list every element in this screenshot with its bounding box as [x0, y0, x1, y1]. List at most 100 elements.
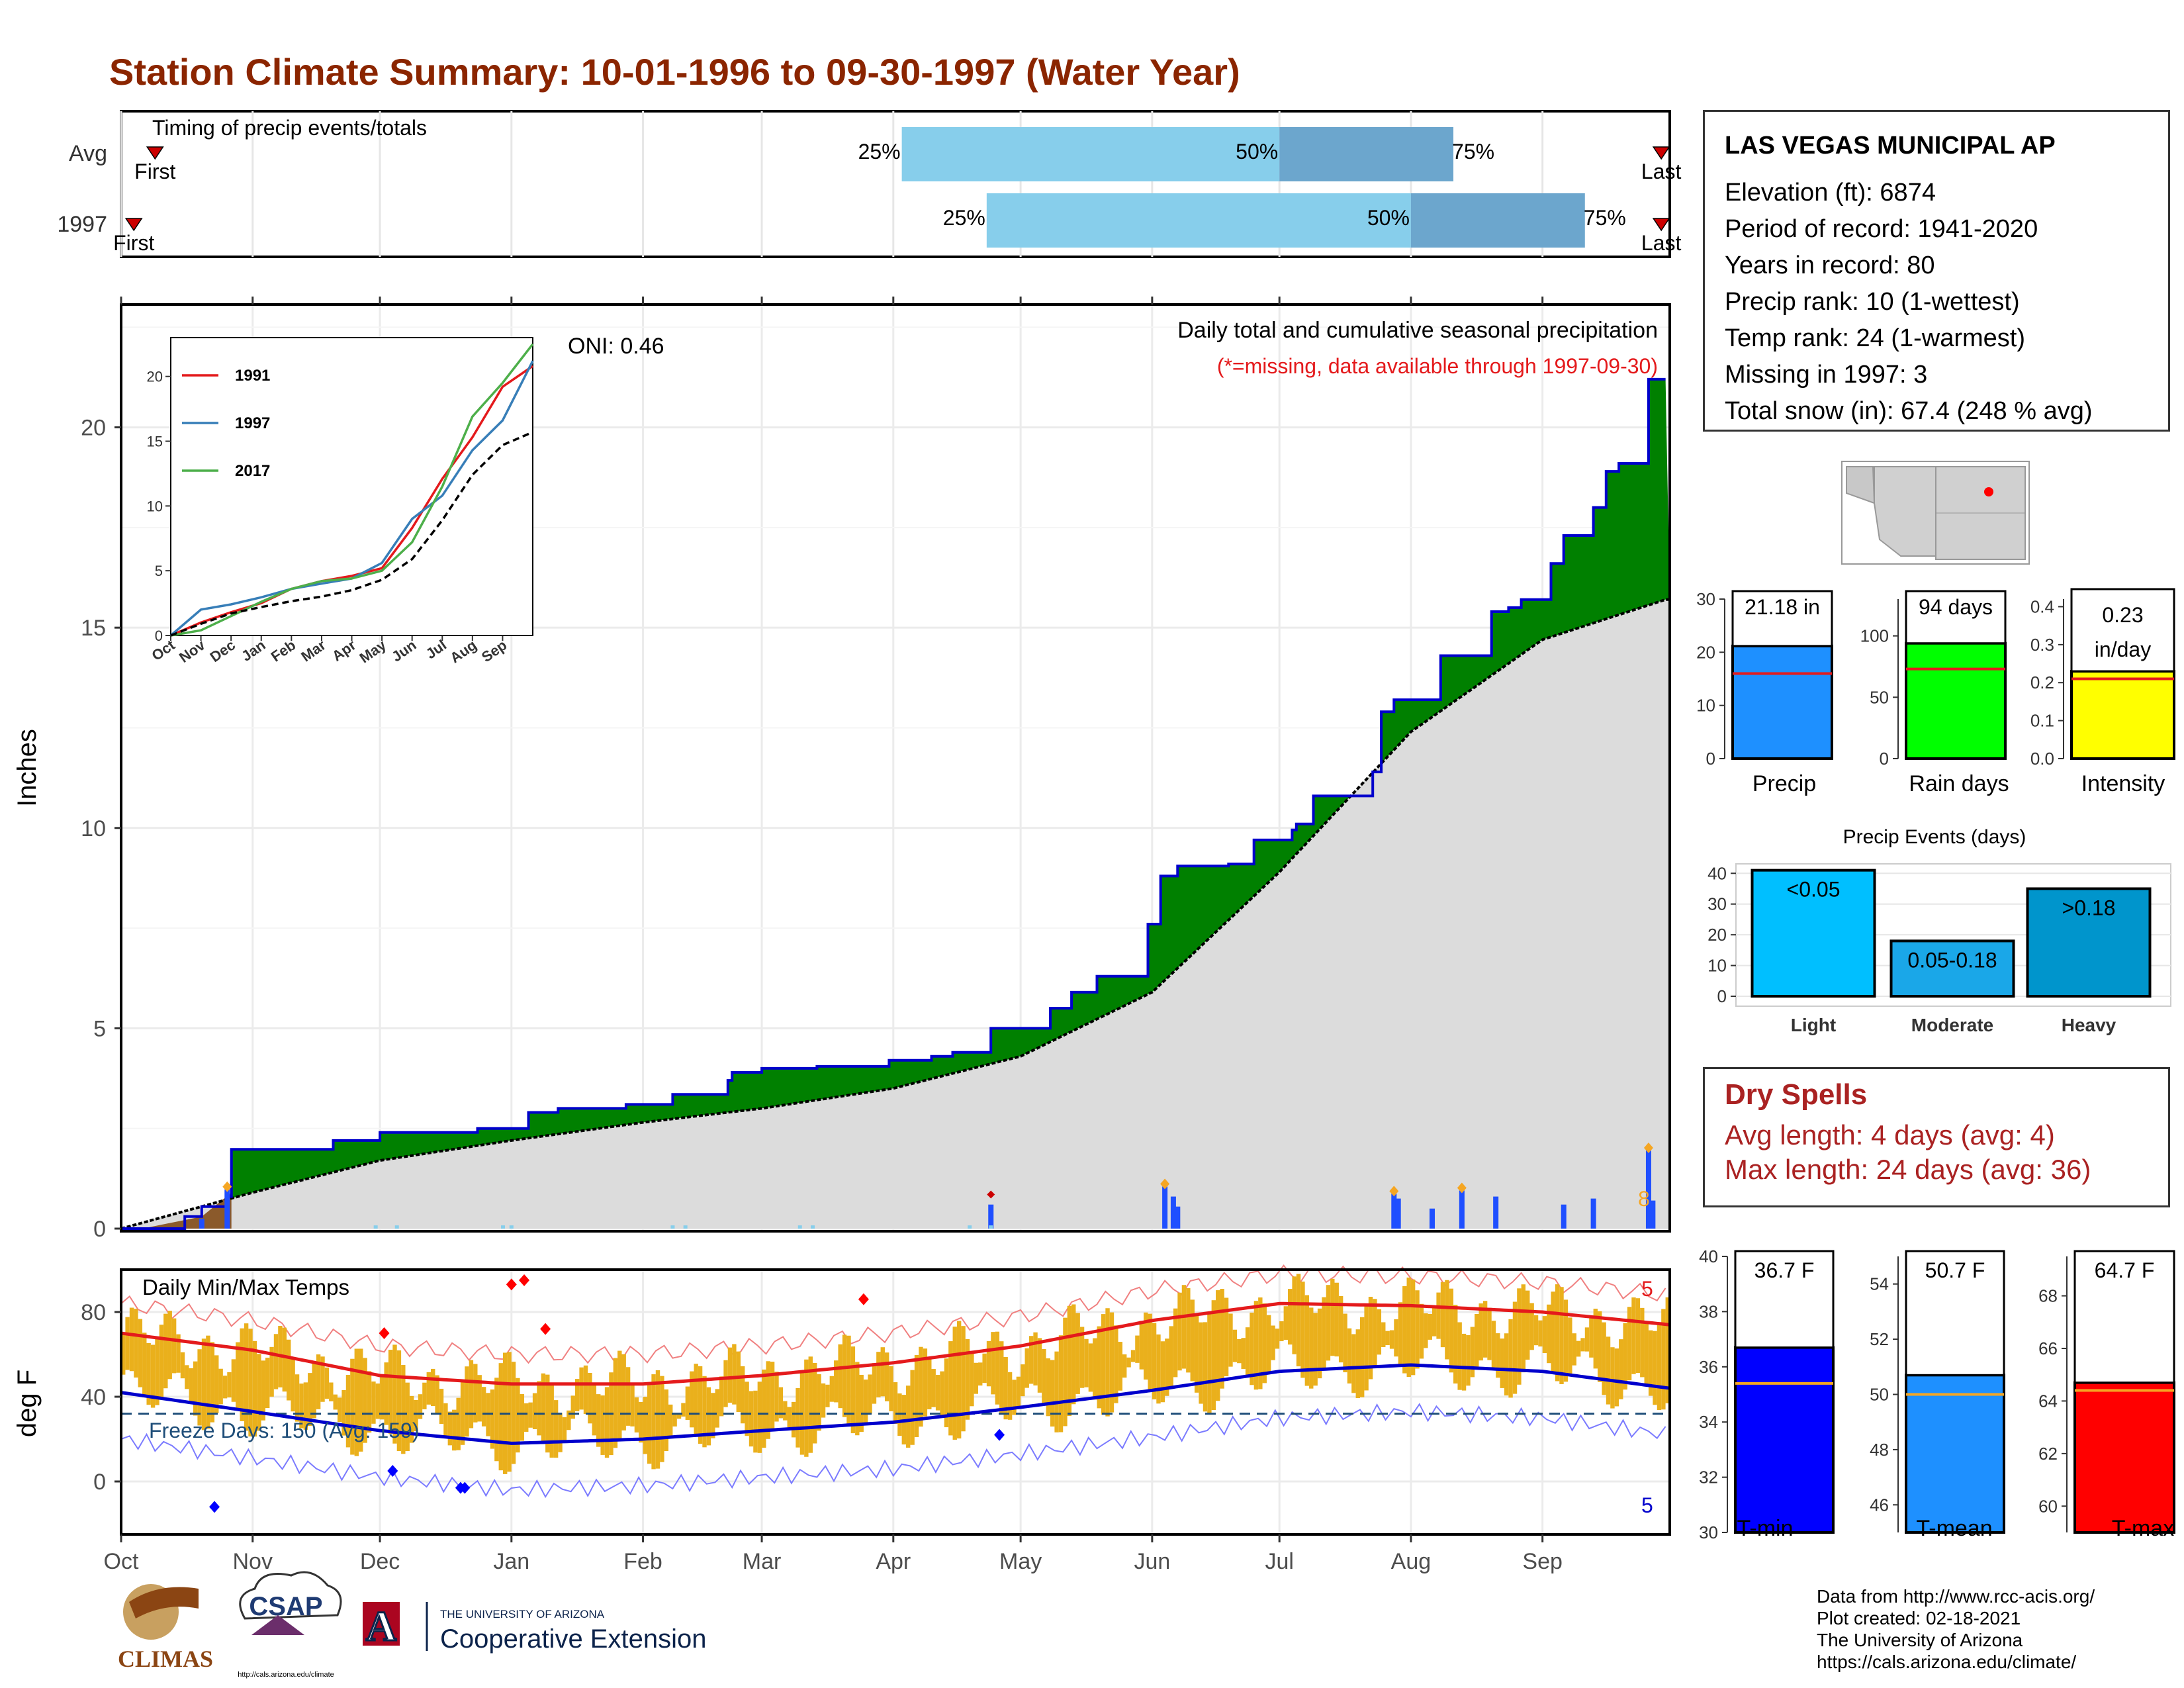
daily-temp-bar — [829, 1376, 835, 1402]
daily-temp-bar — [676, 1413, 682, 1419]
daily-temp-bar — [1631, 1297, 1636, 1374]
events-tick-label: 20 — [1707, 925, 1727, 945]
daily-temp-bar — [952, 1327, 957, 1440]
daily-precip-bar — [1429, 1208, 1435, 1229]
daily-temp-bar — [146, 1342, 151, 1405]
average-min-line — [120, 1363, 1670, 1445]
tmin-tick-label: 36 — [1699, 1357, 1718, 1377]
daily-temp-bar — [1475, 1313, 1479, 1368]
daily-temp-bar — [1300, 1282, 1305, 1378]
heavy-precip-marker-icon — [1389, 1186, 1399, 1197]
record-min-line — [120, 1403, 1666, 1499]
daily-temp-bar — [1042, 1348, 1046, 1404]
daily-temp-bar — [1181, 1285, 1187, 1369]
rain_days-bar — [1905, 641, 2007, 760]
ua-logo: A THE UNIVERSITY OF ARIZONA Cooperative … — [363, 1602, 706, 1654]
daily-temp-bar — [719, 1376, 724, 1417]
daily-temp-bar — [1177, 1292, 1182, 1371]
precip-tick-label: 20 — [1696, 642, 1715, 662]
daily-temp-bar — [163, 1313, 168, 1389]
tmin-tick-label: 40 — [1699, 1246, 1718, 1266]
daily-temp-bar — [460, 1381, 465, 1445]
climas-logo-text: CLIMAS — [118, 1646, 213, 1672]
precip-ytick-label: 20 — [81, 416, 106, 441]
trace-precip-tick — [797, 1225, 802, 1229]
daily-temp-bar — [906, 1385, 911, 1448]
daily-temp-bar — [231, 1359, 236, 1402]
daily-temp-bar — [1445, 1280, 1449, 1360]
daily-temp-bar — [193, 1361, 198, 1416]
daily-temp-bar — [723, 1360, 728, 1407]
daily-temp-bar — [931, 1369, 936, 1407]
daily-temp-bar — [516, 1378, 520, 1453]
daily-temp-bar — [1512, 1301, 1518, 1394]
daily-temp-bar — [354, 1348, 359, 1456]
precip-panel-frame — [120, 303, 1671, 1233]
daily-temp-bar — [1139, 1321, 1144, 1370]
daily-temp-bar — [1237, 1338, 1242, 1364]
daily-temp-bar — [621, 1354, 626, 1430]
daily-temp-bar — [850, 1346, 856, 1434]
daily-temp-bar — [1640, 1307, 1645, 1378]
daily-temp-bar — [1190, 1299, 1195, 1382]
daily-temp-bar — [727, 1347, 733, 1403]
daily-temp-bar — [935, 1375, 940, 1411]
daily-temp-bar — [986, 1340, 991, 1387]
daily-temp-bar — [1504, 1333, 1509, 1396]
csap-mountain-icon — [251, 1615, 304, 1635]
daily-temp-bar — [664, 1389, 669, 1452]
daily-temp-bar — [681, 1403, 686, 1417]
daily-precip-bar — [199, 1218, 205, 1229]
daily-temp-bar — [651, 1374, 656, 1470]
daily-temp-bar — [630, 1383, 635, 1427]
tmean-tick-label: 54 — [1870, 1274, 1889, 1294]
daily-temp-bar — [1368, 1297, 1373, 1380]
record-high-marker-icon — [379, 1327, 390, 1339]
daily-precip-bar — [1175, 1206, 1181, 1229]
record-high-marker-icon — [540, 1323, 551, 1335]
daily-temp-bar — [1101, 1314, 1106, 1415]
daily-temp-bar — [473, 1364, 478, 1423]
events-bar-moderate — [1889, 939, 2015, 998]
precip-missing-note: (*=missing, data available through 1997-… — [1217, 354, 1658, 378]
daily-temp-bar — [142, 1333, 147, 1397]
daily-temp-bar — [1105, 1308, 1110, 1417]
daily-temp-bar — [956, 1321, 962, 1439]
timing-row-avg-label: Avg — [69, 141, 107, 166]
last-event-marker-icon — [1652, 146, 1670, 160]
daily-temp-bar — [1148, 1313, 1152, 1391]
first-event-label: First — [134, 160, 175, 183]
daily-temp-bar — [320, 1356, 325, 1402]
first-event-marker-icon — [124, 218, 143, 232]
daily-temp-bar — [167, 1311, 172, 1380]
daily-temp-bar — [1144, 1312, 1148, 1380]
station-info-box: LAS VEGAS MUNICIPAL AP Elevation (ft): 6… — [1703, 110, 2170, 432]
daily-temp-bar — [639, 1401, 643, 1443]
daily-temp-bar — [384, 1362, 388, 1425]
daily-temp-bar — [825, 1384, 830, 1407]
daily-temp-bar — [884, 1352, 889, 1401]
rain_days-tick-label: 100 — [1860, 626, 1889, 646]
daily-temp-bar — [316, 1354, 321, 1409]
record-low-marker-icon — [459, 1481, 471, 1494]
daily-temp-bar — [613, 1358, 618, 1448]
daily-temp-bar — [982, 1353, 987, 1383]
daily-temp-bar — [1058, 1335, 1064, 1432]
daily-temp-bar — [214, 1355, 219, 1413]
daily-temp-bar — [537, 1381, 541, 1436]
daily-temp-bar — [125, 1317, 130, 1370]
daily-temp-bar — [570, 1395, 575, 1419]
daily-temp-bar — [762, 1369, 766, 1448]
daily-temp-bar — [1258, 1297, 1263, 1389]
min-record-count: 5 — [1641, 1493, 1653, 1517]
temp-ytick-label: 40 — [81, 1385, 106, 1410]
events-tick-label: 10 — [1707, 956, 1727, 976]
daily-temp-bar — [1232, 1329, 1238, 1362]
daily-temp-bar — [634, 1397, 639, 1432]
daily-temp-bar — [1533, 1315, 1539, 1346]
inset-series-line-1991 — [170, 365, 533, 637]
daily-temp-bar — [452, 1409, 457, 1451]
freeze-days-label: Freeze Days: 150 (Avg: 159) — [149, 1419, 420, 1442]
events-chart: Precip Events (days) 0 10 20 30 40 <0.05 Light… — [1707, 826, 2171, 1035]
